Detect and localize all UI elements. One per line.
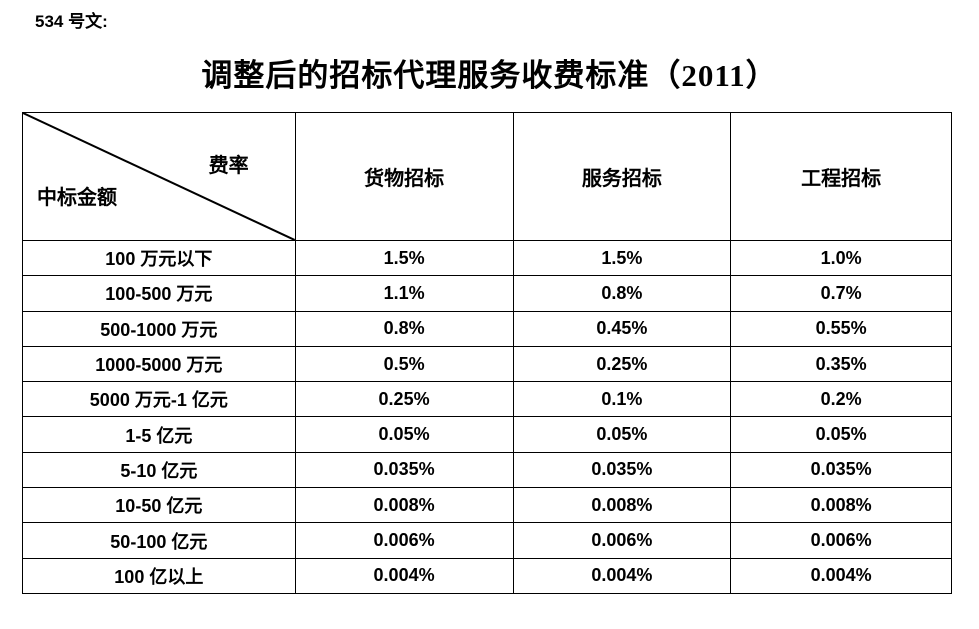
table-row: 500-1000 万元 0.8% 0.45% 0.55% [22, 310, 952, 347]
fee-value: 0.55% [730, 310, 952, 347]
fee-value: 0.035% [294, 451, 514, 489]
corner-label-amount: 中标金额 [37, 187, 117, 209]
fee-value: 0.05% [294, 416, 514, 453]
diagonal-line [23, 113, 295, 240]
row-label: 1-5 亿元 [22, 416, 296, 453]
fee-table-container: 费率 中标金额 货物招标 服务招标 工程招标 100 万元以下 1.5% 1.5… [22, 112, 952, 594]
row-label: 5-10 亿元 [22, 451, 296, 489]
row-label: 100 亿以上 [22, 557, 296, 594]
table-row: 5000 万元-1 亿元 0.25% 0.1% 0.2% [22, 381, 952, 418]
corner-label-rate: 费率 [208, 155, 249, 177]
table-row: 5-10 亿元 0.035% 0.035% 0.035% [22, 451, 952, 489]
column-header-goods: 货物招标 [294, 112, 514, 241]
fee-value: 0.004% [730, 557, 952, 594]
fee-value: 0.35% [730, 345, 952, 383]
fee-value: 0.5% [294, 345, 514, 383]
fee-value: 0.035% [730, 451, 952, 489]
column-header-service: 服务招标 [512, 112, 732, 241]
row-label: 5000 万元-1 亿元 [22, 381, 296, 418]
fee-value: 0.004% [512, 557, 732, 594]
fee-value: 0.008% [512, 487, 732, 524]
fee-value: 0.006% [512, 522, 732, 559]
fee-value: 0.7% [730, 275, 952, 312]
fee-value: 0.2% [730, 381, 952, 418]
table-row: 100-500 万元 1.1% 0.8% 0.7% [22, 275, 952, 312]
fee-value: 1.5% [512, 239, 732, 277]
fee-value: 0.004% [294, 557, 514, 594]
fee-value: 1.1% [294, 275, 514, 312]
fee-table: 费率 中标金额 货物招标 服务招标 工程招标 100 万元以下 1.5% 1.5… [22, 112, 952, 594]
table-row: 100 万元以下 1.5% 1.5% 1.0% [22, 239, 952, 277]
row-label: 10-50 亿元 [22, 487, 296, 524]
table-header-row: 费率 中标金额 货物招标 服务招标 工程招标 [22, 112, 952, 241]
corner-header-cell: 费率 中标金额 [22, 112, 296, 241]
row-label: 1000-5000 万元 [22, 345, 296, 383]
fee-value: 0.45% [512, 310, 732, 347]
page-title: 调整后的招标代理服务收费标准（2011） [201, 58, 778, 93]
column-header-engineering: 工程招标 [730, 112, 952, 241]
table-row: 100 亿以上 0.004% 0.004% 0.004% [22, 557, 952, 594]
row-label: 500-1000 万元 [22, 310, 296, 347]
fee-value: 0.25% [294, 381, 514, 418]
fee-value: 0.008% [294, 487, 514, 524]
fee-value: 0.008% [730, 487, 952, 524]
fee-value: 0.05% [512, 416, 732, 453]
table-row: 10-50 亿元 0.008% 0.008% 0.008% [22, 487, 952, 524]
fee-value: 1.5% [294, 239, 514, 277]
table-row: 50-100 亿元 0.006% 0.006% 0.006% [22, 522, 952, 559]
fee-value: 0.05% [730, 416, 952, 453]
fee-value: 0.8% [294, 310, 514, 347]
fee-value: 0.006% [730, 522, 952, 559]
fee-value: 0.006% [294, 522, 514, 559]
fee-value: 0.035% [512, 451, 732, 489]
fee-value: 1.0% [730, 239, 952, 277]
row-label: 50-100 亿元 [22, 522, 296, 559]
fee-value: 0.8% [512, 275, 732, 312]
fee-value: 0.1% [512, 381, 732, 418]
row-label: 100 万元以下 [22, 239, 296, 277]
table-row: 1000-5000 万元 0.5% 0.25% 0.35% [22, 345, 952, 383]
table-row: 1-5 亿元 0.05% 0.05% 0.05% [22, 416, 952, 453]
fee-value: 0.25% [512, 345, 732, 383]
doc-number-label: 534 号文: [35, 12, 108, 31]
row-label: 100-500 万元 [22, 275, 296, 312]
